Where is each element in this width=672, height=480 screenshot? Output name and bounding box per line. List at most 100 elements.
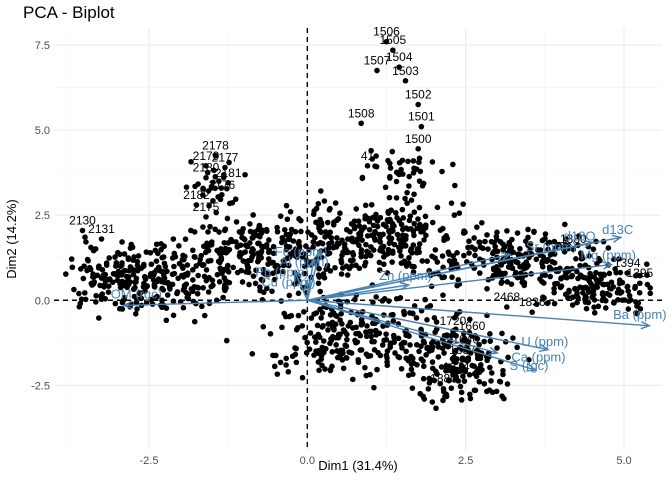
observation-point: [487, 338, 494, 344]
observation-point: [394, 215, 400, 221]
observation-point: [259, 277, 266, 284]
observation-point: [606, 270, 613, 277]
observation-point: [286, 254, 293, 260]
labeled-observation-point: [529, 309, 535, 315]
observation-point: [165, 281, 172, 287]
observation-point: [321, 198, 328, 204]
observation-point: [135, 253, 142, 259]
observation-point: [333, 342, 339, 348]
observation-point: [119, 239, 125, 245]
observation-point: [504, 381, 511, 387]
observation-point: [169, 255, 176, 261]
observation-point: [132, 311, 139, 317]
observation-label: 2179: [193, 149, 220, 163]
observation-point: [385, 218, 392, 225]
observation-point: [308, 315, 315, 321]
observation-point: [429, 399, 436, 405]
observation-point: [551, 300, 558, 307]
observation-point: [626, 292, 633, 299]
observation-point: [428, 340, 435, 347]
observation-point: [448, 332, 455, 339]
observation-point: [243, 269, 249, 275]
observation-point: [180, 304, 187, 311]
observation-point: [414, 361, 420, 368]
observation-point: [643, 261, 650, 267]
observation-point: [398, 221, 405, 228]
labeled-observation-point: [98, 236, 105, 242]
observation-point: [466, 238, 472, 245]
observation-point: [541, 280, 547, 286]
observation-point: [230, 264, 237, 271]
observation-label: 1394: [614, 256, 641, 270]
observation-point: [448, 200, 455, 206]
observation-point: [439, 168, 445, 175]
observation-point: [433, 319, 440, 325]
observation-point: [437, 380, 444, 387]
variable-label: OM (rgc): [111, 287, 162, 302]
observation-point: [489, 389, 496, 396]
observation-point: [200, 192, 206, 198]
observation-point: [375, 349, 381, 356]
observation-point: [204, 169, 211, 176]
observation-point: [376, 267, 383, 273]
observation-point: [572, 285, 578, 292]
observation-point: [121, 294, 128, 301]
observation-point: [229, 238, 236, 245]
observation-point: [488, 378, 494, 384]
observation-point: [198, 252, 205, 259]
observation-point: [616, 256, 622, 262]
observation-point: [298, 228, 304, 235]
observation-point: [250, 273, 257, 279]
observation-point: [303, 257, 310, 264]
observation-point: [301, 270, 308, 277]
observation-point: [462, 368, 468, 375]
observation-point: [406, 217, 413, 224]
observation-point: [398, 253, 404, 259]
observation-point: [268, 259, 274, 266]
observation-point: [295, 290, 302, 297]
observation-point: [208, 283, 215, 290]
observation-point: [197, 260, 203, 267]
observation-point: [604, 290, 610, 297]
observation-point: [369, 338, 375, 345]
observation-point: [260, 266, 267, 273]
variable-label: Mg (ppm): [580, 247, 636, 262]
observation-point: [132, 284, 138, 291]
observation-point: [158, 246, 164, 253]
observation-point: [296, 243, 303, 250]
observation-point: [414, 341, 420, 348]
observation-point: [377, 238, 383, 245]
observation-point: [184, 262, 191, 268]
observation-point: [274, 224, 280, 231]
observation-point: [205, 243, 211, 250]
variable-arrow: [307, 236, 621, 301]
observation-point: [310, 211, 317, 218]
observation-point: [352, 337, 358, 344]
observation-point: [588, 280, 594, 287]
observation-point: [274, 371, 281, 377]
observation-point: [322, 345, 329, 352]
variable-label: d18O: [564, 229, 596, 244]
observation-point: [391, 241, 398, 248]
observation-point: [205, 229, 211, 235]
observation-point: [153, 258, 160, 264]
observation-point: [448, 385, 455, 391]
observation-point: [450, 161, 456, 168]
observation-point: [540, 294, 546, 300]
observation-point: [383, 336, 390, 343]
observation-point: [261, 243, 267, 250]
variable-label: U (ppm): [521, 334, 568, 349]
observation-label: 1500: [405, 132, 432, 146]
observation-point: [263, 226, 270, 233]
observation-point: [350, 376, 356, 383]
x-tick-label: -2.5: [140, 455, 159, 467]
observation-point: [250, 212, 256, 218]
observation-point: [188, 159, 194, 165]
observation-point: [239, 234, 245, 241]
observation-point: [397, 248, 403, 254]
observation-point: [547, 273, 554, 280]
labeled-observation-point: [212, 152, 219, 159]
observation-point: [191, 284, 198, 290]
observation-point: [322, 247, 329, 254]
labeled-observation-point: [225, 180, 231, 186]
